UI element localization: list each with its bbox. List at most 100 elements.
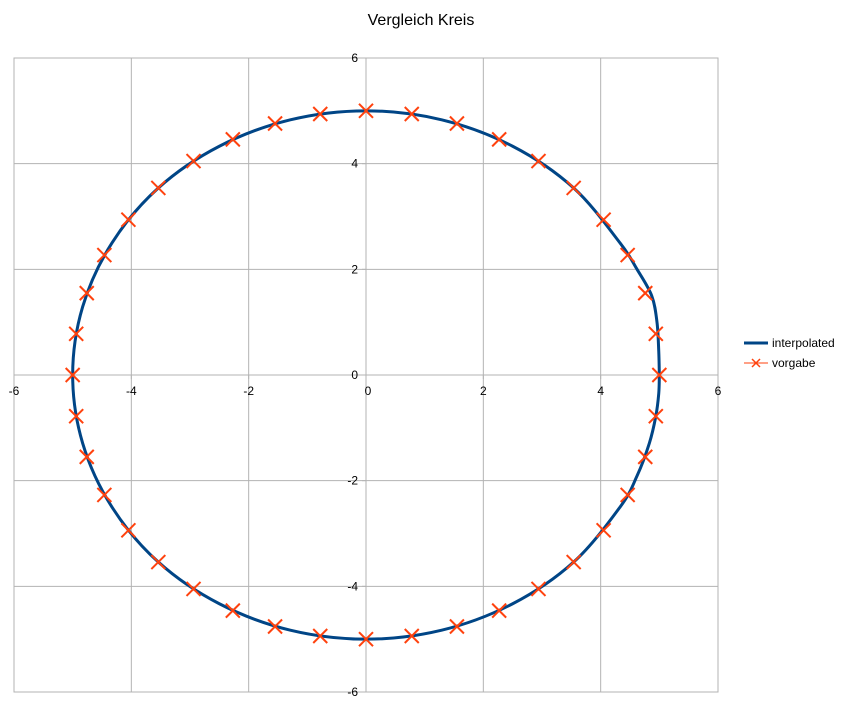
data-point-vorgabe [491,602,507,619]
x-tick-label: 6 [715,384,722,398]
marker-stroke [619,487,636,503]
marker-stroke [595,522,612,539]
data-point-vorgabe [637,449,653,465]
marker-stroke [404,628,420,644]
data-point-vorgabe [79,449,95,465]
data-point-vorgabe [79,285,95,301]
marker-stroke [120,211,137,228]
data-point-vorgabe [120,211,137,228]
marker-stroke [648,326,664,342]
data-point-vorgabe [565,554,582,570]
marker-stroke [449,115,465,132]
marker-stroke [491,602,507,619]
data-point-vorgabe [491,131,507,148]
marker-stroke [637,449,653,465]
marker-stroke [358,631,374,647]
data-point-vorgabe [312,106,328,122]
marker-stroke [150,554,167,570]
marker-stroke [267,618,283,635]
y-tick-label: 4 [351,157,358,171]
marker-stroke [96,247,113,263]
marker-stroke [530,153,547,169]
data-point-vorgabe [404,628,420,644]
data-point-vorgabe [648,408,664,424]
data-point-vorgabe [267,618,283,635]
data-point-vorgabe [68,408,84,424]
data-point-vorgabe [185,581,202,597]
y-tick-label: -4 [347,579,358,593]
marker-stroke [79,449,95,465]
data-point-vorgabe [267,115,283,132]
legend-line-swatch [744,341,768,345]
marker-stroke [595,211,612,228]
marker-stroke [565,180,582,196]
x-tick-label: 0 [365,384,372,398]
marker-stroke [225,602,241,619]
data-point-vorgabe [96,487,113,503]
data-point-vorgabe [64,367,81,383]
data-point-vorgabe [449,618,465,635]
marker-stroke [648,408,664,424]
marker-stroke [358,103,374,119]
data-point-vorgabe [595,211,612,228]
legend-item-vorgabe: vorgabe [744,353,835,373]
data-point-vorgabe [619,487,636,503]
data-point-vorgabe [404,106,420,122]
marker-stroke [68,326,84,342]
marker-stroke [449,618,465,635]
marker-stroke [120,522,137,539]
data-point-vorgabe [530,153,547,169]
legend-item-interpolated: interpolated [744,333,835,353]
data-point-vorgabe [619,247,636,263]
marker-stroke [68,408,84,424]
data-point-vorgabe [96,247,113,263]
legend-marker-swatch [744,358,768,368]
data-point-vorgabe [68,326,84,342]
marker-stroke [530,581,547,597]
marker-stroke [404,106,420,122]
marker-stroke [225,131,241,148]
data-point-vorgabe [358,103,374,119]
x-tick-label: -4 [126,384,137,398]
marker-stroke [96,487,113,503]
chart-title: Vergleich Kreis [367,12,475,29]
legend-label-vorgabe: vorgabe [772,356,816,370]
marker-stroke [150,180,167,196]
data-point-vorgabe [150,180,167,196]
data-point-vorgabe [225,131,241,148]
data-point-vorgabe [225,602,241,619]
data-point-vorgabe [120,522,137,539]
x-tick-label: 2 [480,384,487,398]
data-point-vorgabe [651,367,668,383]
data-point-vorgabe [530,581,547,597]
y-tick-label: 6 [351,51,358,65]
data-point-vorgabe [595,522,612,539]
data-point-vorgabe [565,180,582,196]
y-tick-label: -2 [347,474,358,488]
marker-stroke [185,581,202,597]
data-point-vorgabe [449,115,465,132]
marker-stroke [312,628,328,644]
data-point-vorgabe [312,628,328,644]
marker-stroke [619,247,636,263]
marker-stroke [79,285,95,301]
marker-stroke [491,131,507,148]
marker-stroke [565,554,582,570]
data-point-vorgabe [358,631,374,647]
marker-stroke [185,153,202,169]
x-tick-label: 4 [597,384,604,398]
y-tick-label: -6 [347,685,358,699]
marker-stroke [267,115,283,132]
legend: interpolated vorgabe [744,333,835,373]
x-tick-label: -6 [9,384,20,398]
marker-stroke [651,367,668,383]
marker-stroke [64,367,81,383]
legend-label-interpolated: interpolated [772,336,835,350]
marker-stroke [312,106,328,122]
data-point-vorgabe [185,153,202,169]
y-tick-label: 0 [351,368,358,382]
data-point-vorgabe [648,326,664,342]
y-tick-label: 2 [351,262,358,276]
x-tick-label: -2 [243,384,254,398]
